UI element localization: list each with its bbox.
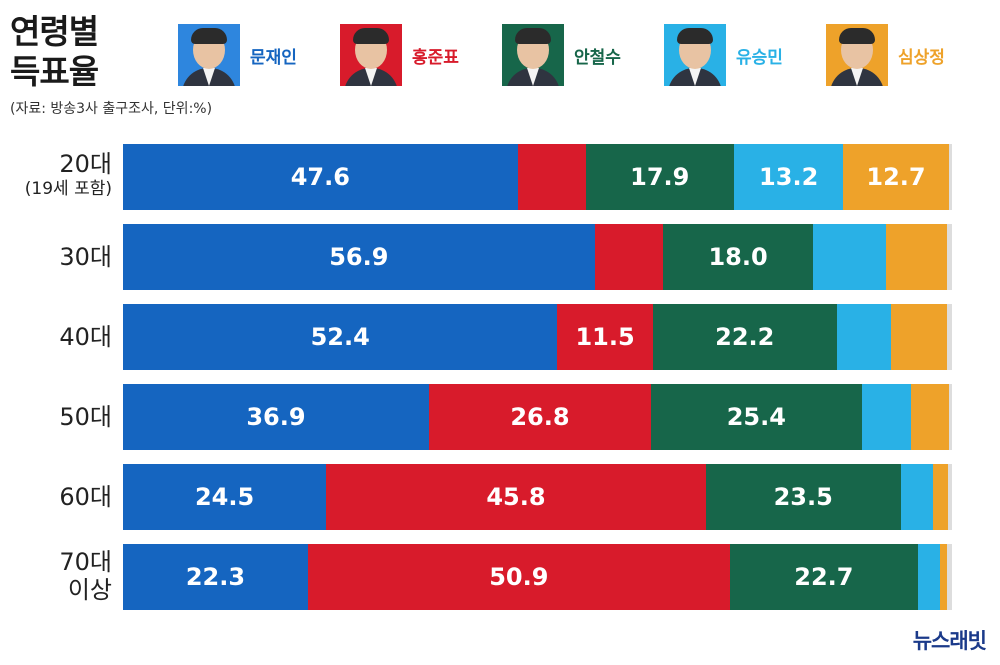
bar-segment: 24.5: [123, 464, 327, 530]
brand-logo: 뉴스래빗: [912, 629, 987, 653]
legend-label: 심상정: [898, 47, 945, 68]
legend-item: 안철수: [502, 24, 621, 86]
row-label: 50대: [59, 403, 112, 431]
legend-label: 홍준표: [412, 47, 459, 68]
legend-item: 심상정: [826, 24, 945, 86]
stacked-bar: 36.9 26.8 25.4: [123, 384, 952, 450]
bar-segment: 56.9: [123, 224, 595, 290]
bar-segment: [940, 544, 947, 610]
row-label: 40대: [59, 323, 112, 351]
bar-segment: 50.9: [307, 544, 730, 610]
bar-segment: 47.6: [123, 144, 518, 210]
candidate-photo: [340, 24, 402, 86]
bar-segment: [890, 304, 947, 370]
bar-segment: 13.2: [733, 144, 844, 210]
stacked-bar: 22.3 50.9 22.7: [123, 544, 952, 610]
bar-segment: [886, 224, 947, 290]
title-line-2: 득표율: [10, 52, 99, 91]
legend-label: 문재인: [250, 47, 297, 68]
bar-segment: 22.3: [123, 544, 308, 610]
bar-segment: [911, 384, 950, 450]
bar-segment: 26.8: [428, 384, 652, 450]
bar-segment: 52.4: [123, 304, 558, 370]
candidate-photo: [826, 24, 888, 86]
stacked-bar: 52.4 11.5 22.2: [123, 304, 952, 370]
legend-label: 유승민: [736, 47, 783, 68]
row-label: 70대 이상: [59, 548, 112, 604]
bar-segment: [861, 384, 912, 450]
bar-segment: [932, 464, 948, 530]
bar-segment: [917, 544, 941, 610]
bar-segment: 11.5: [557, 304, 653, 370]
bar-segment: 45.8: [326, 464, 706, 530]
chart-title: 연령별 득표율: [10, 12, 99, 92]
candidate-photo: [502, 24, 564, 86]
candidate-photo: [178, 24, 240, 86]
row-label: 30대: [59, 243, 112, 271]
source-note: (자료: 방송3사 출구조사, 단위:%): [10, 101, 213, 117]
title-line-1: 연령별: [10, 12, 99, 51]
bar-segment: [594, 224, 664, 290]
legend-item: 문재인: [178, 24, 297, 86]
row-label: 60대: [59, 483, 112, 511]
legend-item: 유승민: [664, 24, 783, 86]
bar-segment: [836, 304, 891, 370]
bar-segment: 22.7: [729, 544, 918, 610]
bar-segment: [900, 464, 933, 530]
stacked-bar: 24.5 45.8 23.5: [123, 464, 952, 530]
stacked-bar: 47.6 17.9 13.2 12.7: [123, 144, 952, 210]
row-label: 20대 (19세 포함): [24, 150, 112, 199]
bar-segment: [517, 144, 586, 210]
bar-segment: 23.5: [705, 464, 901, 530]
stacked-bar: 56.9 18.0: [123, 224, 952, 290]
bar-segment: 12.7: [843, 144, 949, 210]
legend-item: 홍준표: [340, 24, 459, 86]
candidate-photo: [664, 24, 726, 86]
bar-segment: 18.0: [663, 224, 813, 290]
legend-label: 안철수: [574, 47, 621, 68]
bar-segment: 17.9: [585, 144, 734, 210]
bar-segment: [812, 224, 887, 290]
bar-segment: 36.9: [123, 384, 429, 450]
bar-segment: 22.2: [652, 304, 837, 370]
bar-segment: 25.4: [651, 384, 862, 450]
